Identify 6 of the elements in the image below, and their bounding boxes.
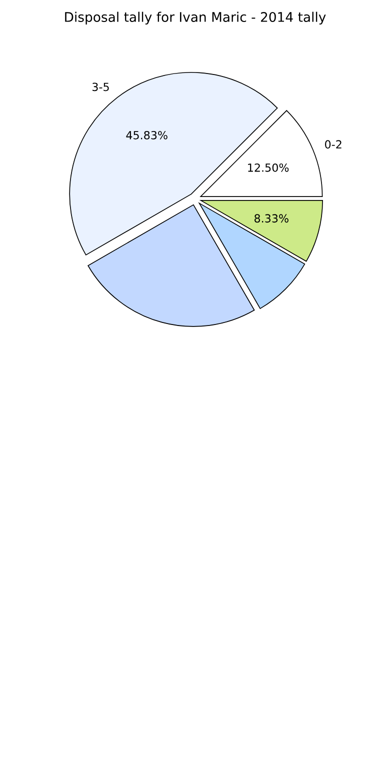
chart-title: Disposal tally for Ivan Maric - 2014 tally bbox=[65, 12, 326, 25]
data-label: 12.50% bbox=[248, 163, 289, 172]
data-label: 45.83% bbox=[126, 130, 168, 140]
slice-label: 3-5 bbox=[92, 82, 109, 92]
data-label: 8.33% bbox=[254, 214, 288, 223]
slice-label: 0-2 bbox=[325, 140, 342, 149]
